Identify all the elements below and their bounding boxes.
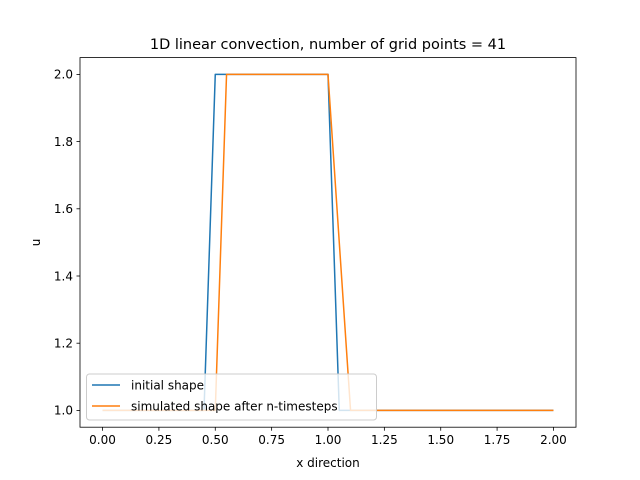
x-tick-label: 1.75: [484, 433, 511, 447]
y-tick-label: 1.8: [54, 135, 73, 149]
y-tick-label: 1.2: [54, 337, 73, 351]
legend-box: [86, 373, 377, 421]
y-tick-label: 1.0: [54, 404, 73, 418]
y-axis-label: u: [29, 239, 43, 247]
x-tick-label: 0.50: [202, 433, 229, 447]
y-tick-label: 1.4: [54, 269, 73, 283]
legend: initial shape simulated shape after n-ti…: [86, 373, 377, 421]
x-tick-label: 1.00: [315, 433, 342, 447]
x-tick-label: 0.75: [258, 433, 285, 447]
x-tick-label: 1.25: [371, 433, 398, 447]
y-axis: 1.0 1.2 1.4 1.6 1.8 2.0: [54, 68, 80, 418]
legend-label-simulated-shape: simulated shape after n-timesteps: [131, 400, 338, 414]
x-axis: 0.00 0.25 0.50 0.75 1.00 1.25 1.50 1.75 2.00: [89, 427, 567, 447]
legend-label-initial-shape: initial shape: [131, 379, 204, 393]
x-axis-label: x direction: [296, 456, 360, 470]
y-tick-label: 2.0: [54, 68, 73, 82]
x-tick-label: 0.25: [146, 433, 173, 447]
x-tick-label: 2.00: [540, 433, 567, 447]
x-tick-label: 0.00: [89, 433, 116, 447]
chart-title: 1D linear convection, number of grid poi…: [150, 37, 506, 53]
x-tick-label: 1.50: [427, 433, 454, 447]
y-tick-label: 1.6: [54, 202, 73, 216]
